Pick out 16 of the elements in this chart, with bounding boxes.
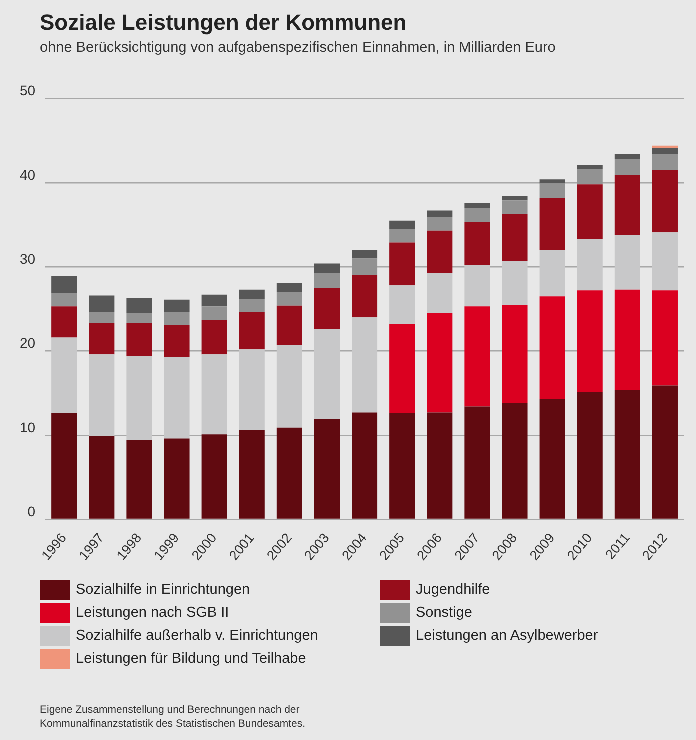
legend-label: Leistungen an Asylbewerber <box>416 628 598 644</box>
y-tick-label: 10 <box>20 419 36 436</box>
chart-subtitle: ohne Berücksichtigung von aufgabenspezifischen Einnahmen, in Milliarden Euro <box>40 40 556 56</box>
legend-label: Leistungen nach SGB II <box>76 604 230 620</box>
text: Eigene Zusammenstellung und Berechnungen nach der Kommunalfinanzstatistik des Statistischen Bundesamtes. <box>40 703 307 731</box>
legend-label: Sozialhilfe außerhalb v. Einrichtungen <box>76 628 318 644</box>
legend-label: Leistungen für Bildung und Teilhabe <box>76 650 306 666</box>
legend-label: Sozialhilfe in Einrichtungen <box>76 582 250 598</box>
chart-title: Soziale Leistungen der Kommunen <box>40 10 407 36</box>
y-tick-label: 0 <box>28 503 36 520</box>
legend-label: Jugendhilfe <box>416 582 490 598</box>
y-tick-label: 30 <box>20 250 36 267</box>
y-tick-label: 40 <box>20 166 36 183</box>
legend-label: Sonstige <box>416 604 472 620</box>
y-tick-label: 50 <box>20 82 36 99</box>
y-tick-label: 20 <box>20 335 36 352</box>
